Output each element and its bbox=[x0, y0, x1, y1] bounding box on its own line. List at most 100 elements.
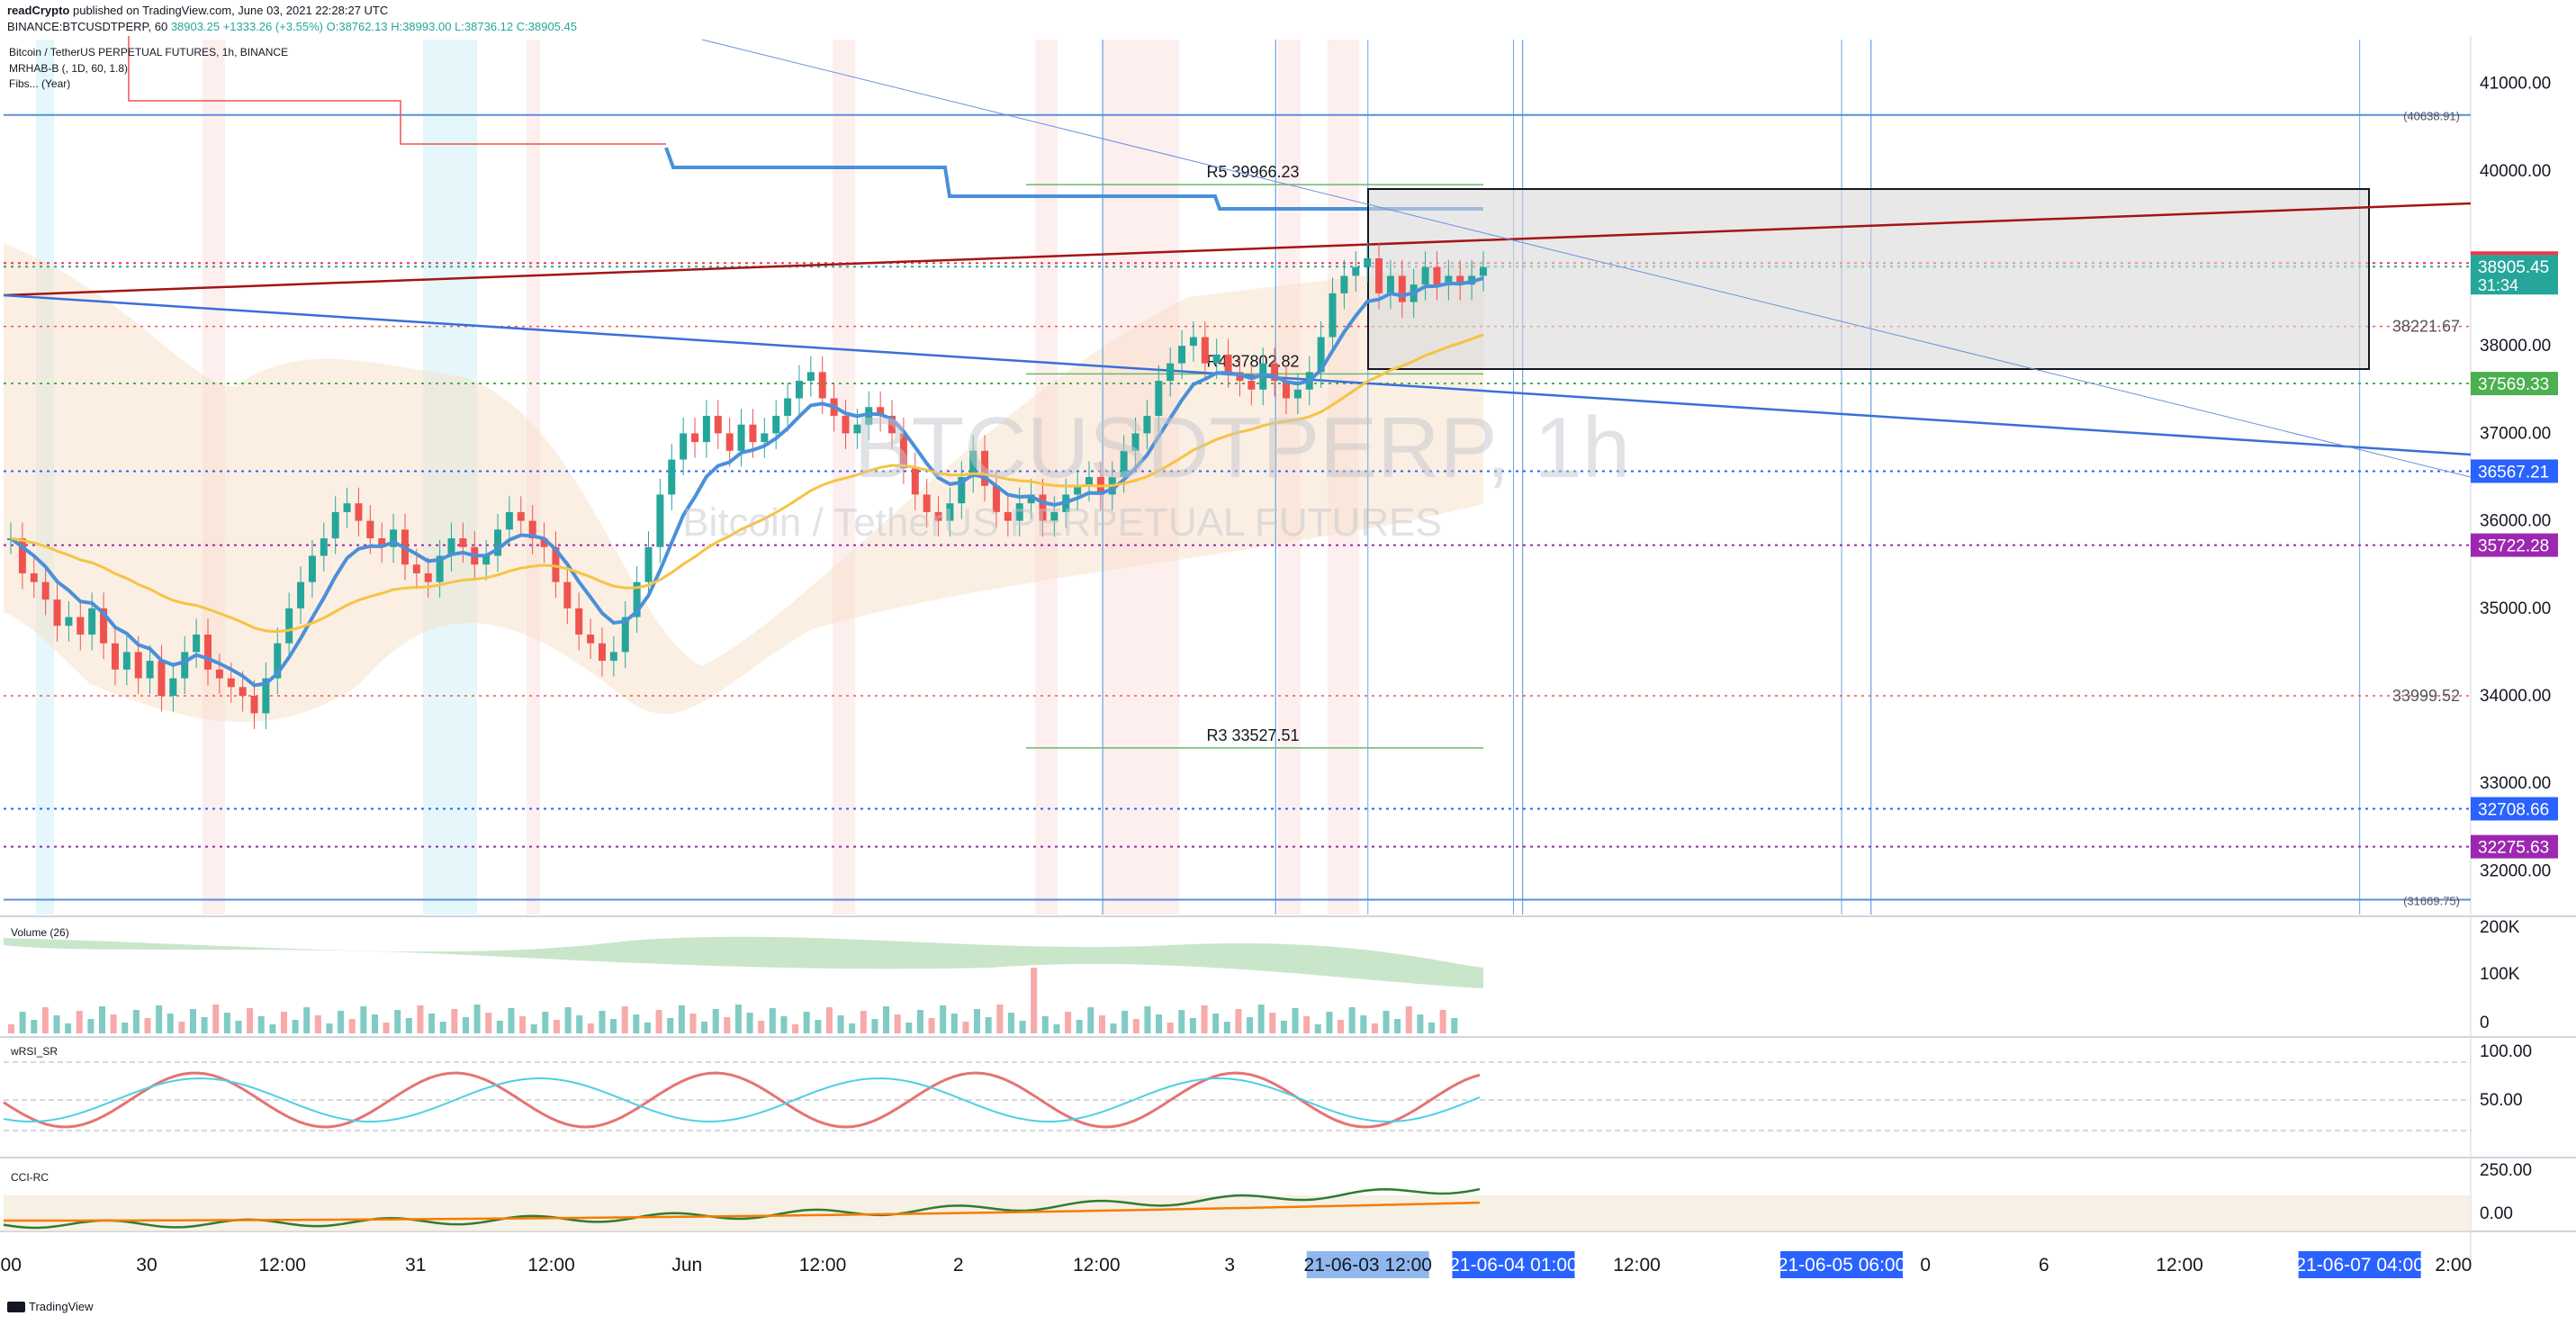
publish-info: readCrypto published on TradingView.com,… bbox=[7, 4, 388, 17]
candle-body bbox=[934, 511, 942, 521]
volume-bar bbox=[1189, 1018, 1196, 1033]
wrsi-signal-line bbox=[3, 1077, 1481, 1123]
volume-bar bbox=[1292, 1008, 1299, 1033]
candle-body bbox=[1027, 494, 1035, 504]
candle-body bbox=[946, 503, 954, 521]
candle-body bbox=[633, 581, 641, 617]
price-axis-tick: 34000.00 bbox=[2480, 687, 2551, 706]
volume-bar bbox=[1031, 968, 1038, 1033]
candle-body bbox=[1039, 494, 1047, 521]
candle-body bbox=[494, 529, 502, 556]
volume-bar bbox=[1110, 1023, 1117, 1033]
volume-bar bbox=[940, 1005, 947, 1033]
candle-body bbox=[1283, 381, 1291, 399]
volume-bar bbox=[167, 1014, 174, 1033]
candle-body bbox=[18, 538, 26, 573]
price-label-badge bbox=[2471, 255, 2558, 295]
stepped-blue-line bbox=[664, 147, 1483, 211]
volume-bar bbox=[1053, 1024, 1060, 1033]
volume-bar bbox=[132, 1010, 140, 1033]
price-label-text: 36567.21 bbox=[2478, 463, 2549, 482]
volume-bar bbox=[156, 1005, 163, 1033]
volume-bar bbox=[122, 1023, 129, 1033]
volume-bar bbox=[110, 1014, 117, 1033]
candle-body bbox=[1131, 433, 1139, 451]
volume-bar bbox=[644, 1023, 651, 1033]
volume-bar bbox=[41, 1007, 49, 1033]
volume-bar bbox=[724, 1017, 731, 1033]
candle-body bbox=[923, 494, 931, 512]
candle-body bbox=[227, 678, 235, 688]
volume-bar bbox=[303, 1007, 311, 1033]
volume-bar bbox=[439, 1022, 446, 1033]
pivot-label: R4 37802.82 bbox=[1206, 352, 1299, 370]
volume-axis-tick: 0 bbox=[2480, 1014, 2490, 1032]
volume-bar bbox=[860, 1011, 867, 1033]
chart-area[interactable]: 41000.0040000.0039000.0038000.0037000.00… bbox=[0, 36, 2576, 1296]
volume-bar bbox=[871, 1019, 878, 1033]
wrsi-title: wRSI_SR bbox=[10, 1045, 58, 1058]
price-change: +1333.26 (+3.55%) bbox=[222, 20, 323, 33]
volume-bar bbox=[1087, 1007, 1094, 1033]
symbol-line: BINANCE:BTCUSDTPERP, 60 bbox=[7, 20, 168, 33]
candle-body bbox=[1166, 363, 1175, 382]
volume-bar bbox=[451, 1009, 458, 1033]
session-shade bbox=[1278, 40, 1301, 915]
candle-body bbox=[853, 424, 861, 434]
candle-body bbox=[899, 433, 907, 469]
candle-body bbox=[320, 538, 328, 556]
volume-bar bbox=[1451, 1018, 1458, 1033]
legend-indicator-fibs: Fibs... (Year) bbox=[9, 77, 70, 90]
candle-body bbox=[482, 555, 491, 565]
volume-bar bbox=[894, 1014, 901, 1033]
volume-bar bbox=[280, 1012, 287, 1033]
volume-bar bbox=[1098, 1015, 1105, 1033]
candle-body bbox=[111, 643, 119, 670]
volume-bar bbox=[928, 1018, 935, 1033]
candle-body bbox=[784, 398, 792, 416]
candle-body bbox=[146, 661, 154, 679]
candle-body bbox=[621, 617, 629, 653]
volume-bar bbox=[201, 1017, 208, 1033]
candle-body bbox=[702, 415, 710, 443]
volume-bar bbox=[257, 1016, 265, 1033]
ohlc-high: H:38993.00 bbox=[391, 20, 452, 33]
volume-bar bbox=[576, 1015, 583, 1033]
candle-body bbox=[795, 381, 803, 399]
volume-bar bbox=[916, 1010, 923, 1033]
candle-body bbox=[88, 608, 96, 635]
volume-bar bbox=[792, 1024, 799, 1033]
candle-body bbox=[203, 634, 212, 670]
candle-body bbox=[528, 520, 536, 539]
candle-body bbox=[412, 564, 420, 573]
volume-bar bbox=[883, 1006, 890, 1033]
volume-bar bbox=[178, 1022, 185, 1033]
candle-body bbox=[41, 581, 50, 600]
volume-bar bbox=[1019, 1021, 1026, 1033]
wrsi-axis-tick: 50.00 bbox=[2480, 1091, 2523, 1110]
candle-body bbox=[1352, 266, 1360, 276]
time-axis-tick: 2:00 bbox=[2435, 1255, 2472, 1275]
published-text: published on TradingView.com, June 03, 2… bbox=[72, 4, 389, 17]
tradingview-logo-icon bbox=[7, 1301, 25, 1312]
ema-slow-line bbox=[10, 333, 1484, 634]
cci-band bbox=[4, 1195, 2471, 1231]
session-shade bbox=[1328, 40, 1359, 915]
candle-body bbox=[1317, 337, 1325, 373]
wrsi-axis-tick: 100.00 bbox=[2480, 1042, 2532, 1061]
candle-body bbox=[737, 424, 745, 451]
price-axis-tick: 40000.00 bbox=[2480, 162, 2551, 181]
time-highlight-label: 21-06-04 01:00 bbox=[1449, 1255, 1577, 1275]
legend-indicator-mrhab: MRHAB-B (, 1D, 60, 1.8) bbox=[9, 62, 128, 75]
candle-body bbox=[215, 669, 223, 679]
candle-body bbox=[680, 433, 688, 460]
volume-bar bbox=[780, 1016, 788, 1033]
candle-body bbox=[1178, 346, 1186, 364]
volume-bar bbox=[587, 1023, 594, 1033]
pivot-label: R5 39966.23 bbox=[1206, 163, 1299, 181]
volume-bar bbox=[701, 1022, 708, 1033]
volume-bar bbox=[1178, 1010, 1185, 1033]
volume-bar bbox=[1201, 1005, 1208, 1033]
candle-body bbox=[644, 546, 653, 582]
price-label-text: 35722.28 bbox=[2478, 537, 2549, 556]
